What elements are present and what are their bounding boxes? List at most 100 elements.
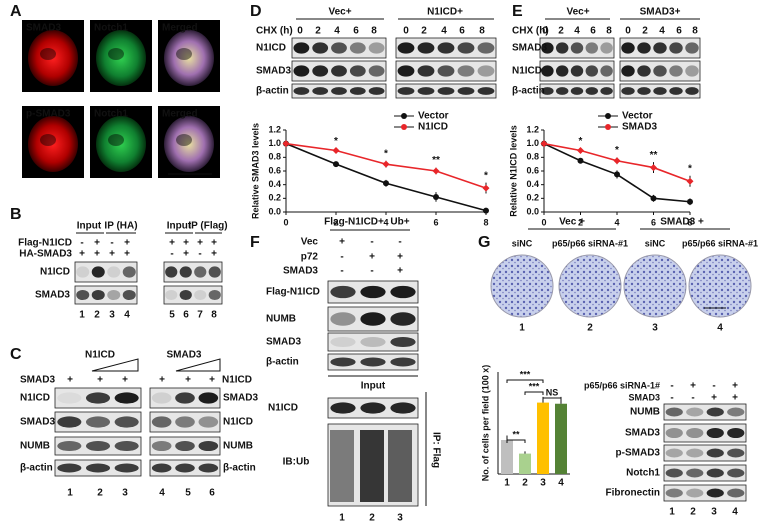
band	[541, 65, 554, 77]
band	[151, 416, 172, 428]
label: HA-SMAD3	[19, 249, 72, 260]
label: 8	[479, 26, 485, 37]
label: CHX (h)	[512, 26, 549, 37]
band	[198, 463, 219, 473]
band	[91, 289, 105, 301]
label: β-actin	[512, 86, 545, 97]
band	[570, 42, 584, 54]
label: +	[211, 238, 217, 249]
point	[382, 160, 390, 168]
band	[685, 87, 699, 95]
dish	[688, 254, 752, 318]
label: N1ICD	[512, 66, 542, 77]
significance: NS	[546, 387, 559, 397]
band	[85, 416, 111, 428]
x-tick-label: 8	[483, 217, 488, 227]
band	[208, 289, 221, 301]
band	[555, 87, 569, 95]
band	[669, 87, 683, 95]
label: 0	[297, 26, 303, 37]
band	[293, 42, 310, 54]
blot	[663, 484, 747, 502]
band	[165, 289, 178, 301]
label: +	[690, 381, 696, 392]
band	[727, 468, 745, 478]
label: 3	[711, 507, 717, 518]
bracket	[524, 391, 544, 395]
label: Vec +	[559, 217, 585, 228]
label: -	[691, 393, 694, 404]
label: 2	[642, 26, 648, 37]
label: β-actin	[20, 463, 53, 474]
label: 3	[652, 323, 658, 334]
band	[114, 463, 139, 473]
annotation: *	[688, 163, 692, 174]
band	[349, 42, 366, 54]
point	[383, 180, 389, 187]
y-tick-label: 1.0	[268, 138, 281, 148]
band	[330, 312, 356, 326]
nucleus	[164, 116, 214, 172]
label: N1ICD	[256, 43, 286, 54]
x-tick-label: 3	[540, 478, 546, 489]
label: F	[250, 234, 260, 251]
blot	[663, 403, 747, 421]
label: N1ICD	[40, 267, 70, 278]
label: SMAD3	[166, 350, 201, 361]
point	[614, 171, 620, 178]
point	[282, 140, 290, 148]
point	[483, 207, 489, 214]
band	[85, 440, 111, 452]
label: SMAD3	[223, 393, 258, 404]
y-tick-label: 0.8	[268, 152, 281, 162]
label: 8	[606, 26, 612, 37]
band	[330, 336, 356, 348]
nucleus	[96, 116, 146, 172]
bracket	[542, 397, 562, 401]
annotation: *	[384, 148, 388, 159]
band	[621, 65, 635, 77]
band	[727, 427, 745, 439]
label: 1	[669, 507, 675, 518]
label: 3	[109, 310, 115, 321]
band	[107, 289, 121, 301]
label: SMAD3	[512, 43, 547, 54]
label: N1ICD	[222, 375, 252, 386]
significance: ***	[529, 381, 540, 391]
band	[706, 488, 724, 498]
legend-marker	[401, 113, 407, 119]
label: +	[183, 238, 189, 249]
band	[685, 65, 699, 77]
label: NUMB	[223, 441, 253, 452]
band	[686, 427, 704, 439]
bracket	[506, 439, 526, 443]
label: siNC	[512, 238, 533, 248]
band	[57, 416, 82, 428]
label: Vec+	[328, 7, 351, 18]
label: 2	[97, 488, 103, 499]
label: Flag-N1ICD	[266, 287, 320, 298]
label: p65/p66 siRNA-1#	[584, 380, 660, 390]
band	[397, 65, 415, 77]
label: +	[159, 375, 165, 386]
band	[600, 42, 613, 54]
band	[208, 266, 221, 278]
band	[686, 407, 704, 417]
label: 4	[659, 26, 665, 37]
band	[555, 42, 569, 54]
label: C	[10, 346, 22, 363]
label: 2	[690, 507, 696, 518]
label: 2	[558, 26, 564, 37]
label: 2	[369, 513, 375, 524]
y-tick-label: 0.6	[526, 165, 539, 175]
point	[577, 157, 584, 164]
band	[686, 448, 704, 458]
label: E	[512, 3, 523, 20]
label: 3	[122, 488, 128, 499]
label: B	[10, 206, 22, 223]
label: D	[250, 3, 262, 20]
band	[555, 65, 569, 77]
label: +	[79, 249, 85, 260]
band	[390, 285, 416, 299]
